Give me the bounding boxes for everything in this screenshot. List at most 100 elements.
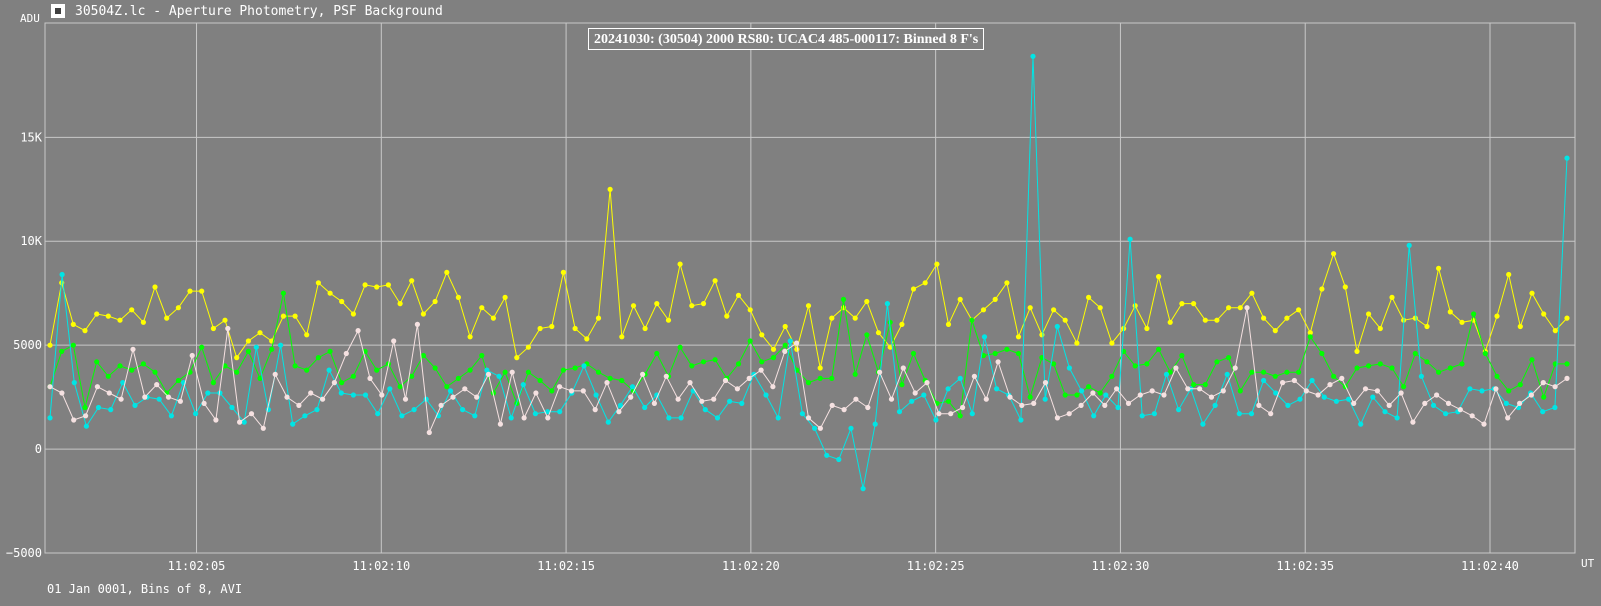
data-point [253,344,259,350]
data-point [1161,392,1167,398]
data-point [1471,311,1477,317]
data-point [1066,365,1072,371]
data-point [1115,404,1121,411]
data-point [1434,392,1440,398]
data-point [675,396,681,402]
series-layer [47,53,1570,492]
data-point [1443,411,1449,417]
data-point [782,348,788,354]
data-point [607,375,613,381]
data-point [257,330,263,336]
data-point [537,377,543,384]
data-point [1319,350,1325,357]
series-3 [47,53,1570,492]
data-point [1167,319,1173,325]
data-point [117,363,123,369]
data-point [1086,384,1092,390]
data-point [59,348,65,354]
data-point [1261,369,1267,375]
data-point [71,380,77,386]
data-point [1541,394,1547,400]
data-point [763,392,769,398]
data-point [152,369,158,375]
data-point [462,386,468,392]
data-point [525,344,532,350]
data-point [105,373,111,379]
data-point [654,301,660,307]
data-point [1176,407,1182,413]
data-point [700,301,707,307]
data-point [899,382,905,388]
data-point [70,321,76,327]
y-tick-label: 0 [35,442,42,456]
data-point [1079,388,1085,394]
data-point [257,375,263,381]
data-point [545,409,551,415]
data-point [1346,396,1352,402]
data-point [467,367,473,373]
data-point [887,319,893,325]
data-point [331,380,337,386]
data-point [1097,390,1103,396]
data-point [455,375,461,381]
data-point [1039,332,1045,338]
data-point [1284,369,1290,375]
data-point [1272,373,1278,379]
data-point [339,380,345,386]
data-point [770,384,776,390]
data-point [864,298,870,305]
data-point [969,411,975,417]
data-point [490,315,496,321]
x-tick-label: 11:02:10 [352,559,410,573]
data-point [302,413,308,419]
data-point [948,411,954,417]
data-point [1529,290,1535,296]
data-point [1503,400,1509,406]
data-point [775,415,781,421]
data-point [1564,315,1570,321]
y-tick-label: 5000 [13,338,42,352]
data-point [829,402,835,408]
data-point [314,407,320,413]
data-point [580,388,586,394]
data-point [105,313,111,319]
data-point [502,369,508,375]
data-point [888,396,895,402]
data-point [1540,380,1546,386]
data-point [1248,411,1255,417]
data-point [1366,363,1372,369]
x-tick-label: 11:02:20 [722,559,780,573]
data-point [980,307,987,313]
data-point [1307,330,1313,336]
data-point [234,369,240,375]
data-point [1214,317,1220,323]
data-point [678,415,684,421]
data-point [140,319,146,325]
data-point [1132,363,1138,369]
data-point [387,386,393,392]
data-point [852,371,858,377]
data-point [1202,317,1208,323]
data-point [607,186,613,192]
data-point [724,313,730,319]
data-point [485,371,492,377]
window-title: 30504Z.lc - Aperture Photometry, PSF Bac… [75,4,443,19]
data-point [1078,402,1084,408]
data-point [411,407,417,413]
data-point [1307,334,1313,340]
data-point [193,411,199,417]
data-point [189,352,195,359]
data-point [210,380,216,386]
data-point [595,369,602,375]
data-point [1494,313,1500,319]
data-point [1280,380,1286,386]
data-point [1540,409,1546,415]
data-point [533,390,539,396]
data-point [199,288,205,294]
data-point [94,359,100,365]
data-point [1436,265,1442,271]
series-2 [47,290,1570,419]
data-point [1268,411,1274,417]
data-point [1374,388,1380,394]
